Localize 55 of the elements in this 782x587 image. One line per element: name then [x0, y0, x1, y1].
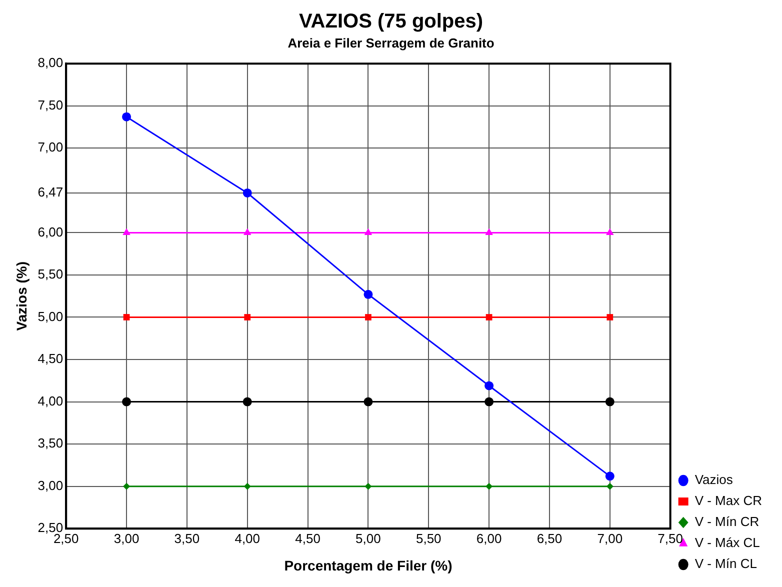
point	[605, 472, 614, 481]
y-tick-label: 8,00	[38, 55, 64, 70]
x-tick-label: 6,50	[536, 530, 562, 546]
point	[244, 314, 251, 320]
y-tick-label: 5,00	[38, 308, 64, 324]
point	[243, 228, 252, 235]
x-tick-label: 6,00	[476, 530, 502, 546]
y-tick-label: 4,50	[38, 351, 64, 366]
point	[242, 397, 252, 406]
point	[242, 188, 252, 198]
point	[486, 314, 492, 320]
x-tick-label: 7,50	[658, 530, 683, 546]
x-tick-label: 4,50	[295, 530, 320, 546]
x-axis-title: Porcentagem de Filer (%)	[284, 557, 452, 574]
legend-label: V - Mín CL	[694, 556, 757, 572]
point	[484, 381, 494, 390]
legend-label: V - Max CR	[694, 493, 762, 508]
point	[605, 397, 614, 406]
x-tick-label: 7,00	[597, 530, 623, 546]
point	[364, 228, 372, 235]
point	[484, 397, 494, 406]
point	[122, 228, 130, 235]
point	[123, 314, 130, 320]
x-tick-label: 4,00	[234, 530, 260, 546]
point	[606, 314, 614, 320]
y-tick-label: 3,50	[38, 436, 64, 451]
point	[365, 314, 372, 320]
chart-subtitle: Areia e Filer Serragem de Granito	[288, 35, 494, 50]
point	[244, 482, 251, 490]
point	[364, 290, 373, 299]
y-tick-label: 7,50	[38, 97, 64, 112]
y-tick-label: 5,50	[38, 266, 64, 282]
point	[485, 228, 493, 235]
y-tick-label: 4,00	[38, 393, 64, 408]
point	[123, 482, 130, 490]
y-tick-label: 6,00	[38, 224, 64, 240]
point	[364, 482, 372, 490]
chart-title: VAZIOS (75 golpes)	[298, 10, 484, 33]
y-tick-label: 7,00	[38, 140, 64, 155]
x-tick-label: 3,50	[174, 530, 200, 546]
point	[122, 397, 132, 406]
legend-label: V - Mín CR	[694, 514, 760, 530]
point	[122, 112, 132, 122]
point	[364, 397, 373, 406]
legend-label: V - Máx CL	[694, 535, 760, 550]
legend-label: Vazios	[694, 472, 734, 488]
y-tick-label: 6,47	[38, 184, 64, 200]
y-tick-label: 3,00	[38, 478, 64, 493]
point	[606, 228, 614, 235]
x-tick-label: 5,00	[356, 530, 381, 546]
x-tick-label: 3,00	[114, 530, 140, 546]
point	[486, 482, 493, 490]
x-tick-label: 5,50	[416, 530, 442, 546]
point	[606, 482, 614, 490]
y-axis-title: Vazios (%)	[13, 261, 30, 331]
